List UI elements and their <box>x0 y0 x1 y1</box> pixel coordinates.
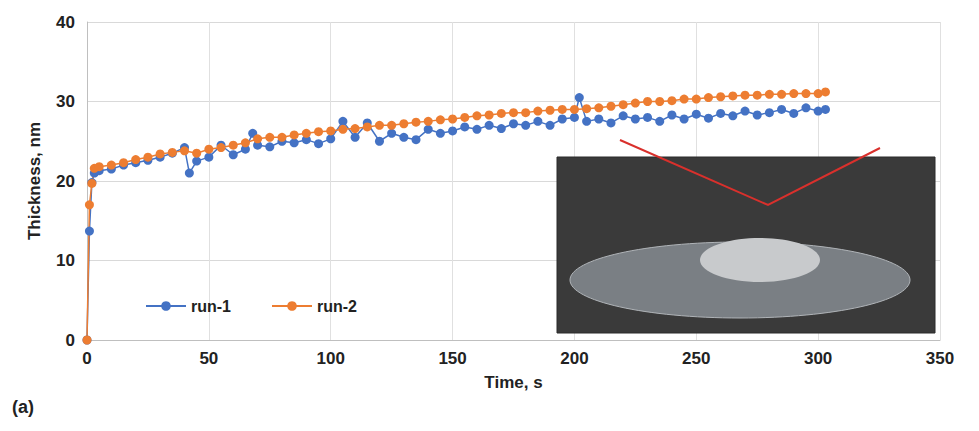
svg-text:200: 200 <box>560 349 588 368</box>
svg-text:0: 0 <box>82 349 91 368</box>
svg-text:0: 0 <box>66 331 75 350</box>
svg-text:Thickness, nm: Thickness, nm <box>25 122 44 240</box>
svg-text:10: 10 <box>56 251 75 270</box>
svg-text:40: 40 <box>56 13 75 32</box>
svg-text:300: 300 <box>804 349 832 368</box>
svg-text:30: 30 <box>56 92 75 111</box>
svg-text:100: 100 <box>317 349 345 368</box>
svg-text:250: 250 <box>682 349 710 368</box>
svg-text:150: 150 <box>438 349 466 368</box>
svg-text:(a): (a) <box>12 397 34 417</box>
svg-text:50: 50 <box>199 349 218 368</box>
svg-text:run-2: run-2 <box>317 298 357 315</box>
svg-text:run-1: run-1 <box>191 298 231 315</box>
svg-text:350: 350 <box>926 349 954 368</box>
svg-text:Time, s: Time, s <box>484 373 542 392</box>
svg-text:20: 20 <box>56 172 75 191</box>
